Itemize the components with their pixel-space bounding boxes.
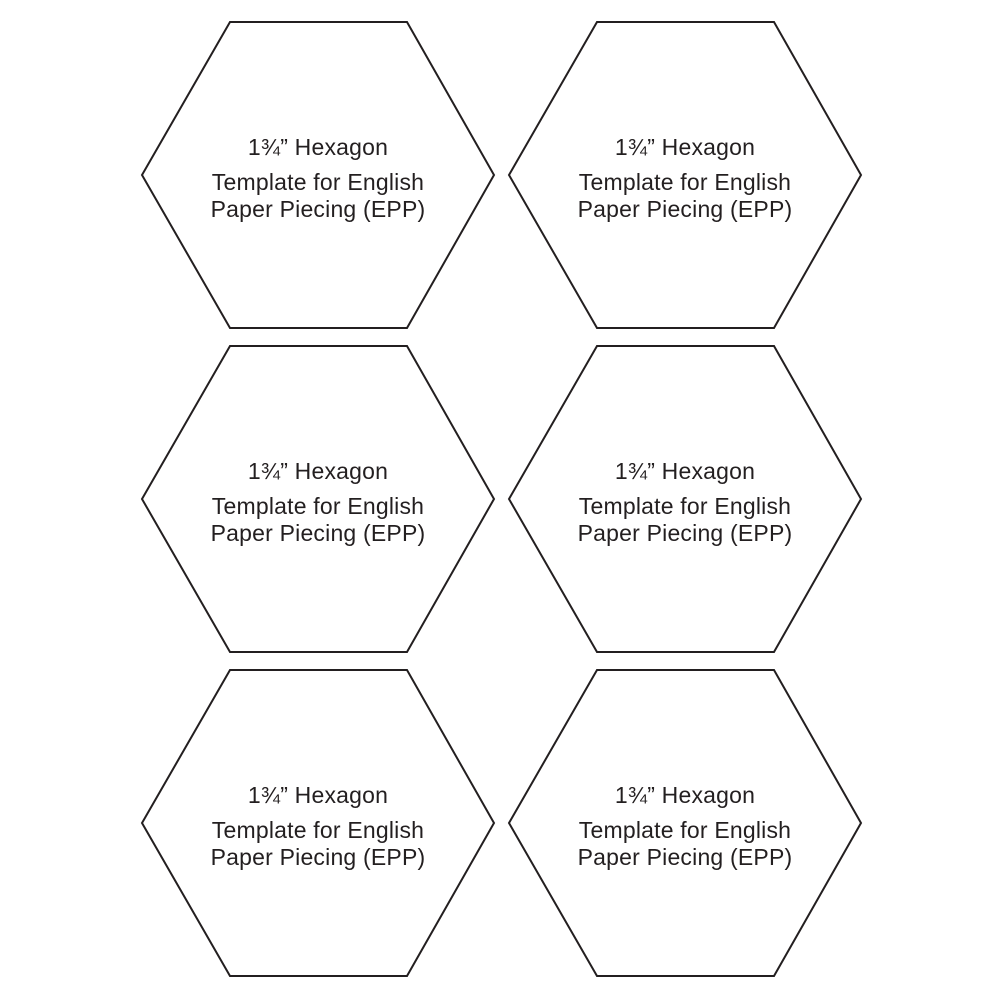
hexagon-subtitle: Template for English Paper Piecing (EPP) <box>211 817 426 871</box>
hexagon-shape <box>140 669 496 977</box>
hexagon-label-block: 1¾” Hexagon Template for English Paper P… <box>140 344 496 654</box>
hexagon-subtitle: Template for English Paper Piecing (EPP) <box>211 169 426 223</box>
hexagon-cell-6: 1¾” Hexagon Template for English Paper P… <box>507 668 863 978</box>
hexagon-shape <box>507 345 863 653</box>
hexagon-subtitle: Template for English Paper Piecing (EPP) <box>578 169 793 223</box>
hexagon-size-title: 1¾” Hexagon <box>614 457 756 484</box>
hexagon-outline <box>140 669 496 977</box>
hexagon-subtitle-line2: Paper Piecing (EPP) <box>210 519 426 546</box>
hexagon-subtitle: Template for English Paper Piecing (EPP) <box>211 493 426 547</box>
hexagon-label-block: 1¾” Hexagon Template for English Paper P… <box>140 668 496 978</box>
hexagon-subtitle-line2: Paper Piecing (EPP) <box>577 195 793 222</box>
hexagon-subtitle-line1: Template for English <box>578 816 792 843</box>
hexagon-subtitle-line1: Template for English <box>578 168 792 195</box>
hexagon-subtitle: Template for English Paper Piecing (EPP) <box>578 493 793 547</box>
hexagon-outline <box>140 21 496 329</box>
hexagon-cell-2: 1¾” Hexagon Template for English Paper P… <box>507 20 863 330</box>
hexagon-label-block: 1¾” Hexagon Template for English Paper P… <box>507 668 863 978</box>
hexagon-cell-1: 1¾” Hexagon Template for English Paper P… <box>140 20 496 330</box>
hexagon-label-block: 1¾” Hexagon Template for English Paper P… <box>507 344 863 654</box>
hexagon-label-block: 1¾” Hexagon Template for English Paper P… <box>140 20 496 330</box>
hexagon-subtitle-line1: Template for English <box>211 492 425 519</box>
hexagon-subtitle: Template for English Paper Piecing (EPP) <box>578 817 793 871</box>
hexagon-shape <box>140 21 496 329</box>
hexagon-subtitle-line1: Template for English <box>211 168 425 195</box>
hexagon-subtitle-line1: Template for English <box>578 492 792 519</box>
hexagon-outline <box>507 345 863 653</box>
hexagon-shape <box>507 669 863 977</box>
hexagon-outline <box>507 669 863 977</box>
hexagon-subtitle-line2: Paper Piecing (EPP) <box>577 843 793 870</box>
hexagon-subtitle-line2: Paper Piecing (EPP) <box>577 519 793 546</box>
hexagon-label-block: 1¾” Hexagon Template for English Paper P… <box>507 20 863 330</box>
hexagon-subtitle-line1: Template for English <box>211 816 425 843</box>
hexagon-size-title: 1¾” Hexagon <box>247 781 389 808</box>
hexagon-shape <box>507 21 863 329</box>
hexagon-outline <box>140 345 496 653</box>
hexagon-outline <box>507 21 863 329</box>
hexagon-size-title: 1¾” Hexagon <box>247 457 389 484</box>
hexagon-cell-5: 1¾” Hexagon Template for English Paper P… <box>140 668 496 978</box>
hexagon-size-title: 1¾” Hexagon <box>614 133 756 160</box>
hexagon-cell-3: 1¾” Hexagon Template for English Paper P… <box>140 344 496 654</box>
hexagon-cell-4: 1¾” Hexagon Template for English Paper P… <box>507 344 863 654</box>
hexagon-size-title: 1¾” Hexagon <box>247 133 389 160</box>
hexagon-shape <box>140 345 496 653</box>
hexagon-subtitle-line2: Paper Piecing (EPP) <box>210 195 426 222</box>
hexagon-subtitle-line2: Paper Piecing (EPP) <box>210 843 426 870</box>
hexagon-size-title: 1¾” Hexagon <box>614 781 756 808</box>
